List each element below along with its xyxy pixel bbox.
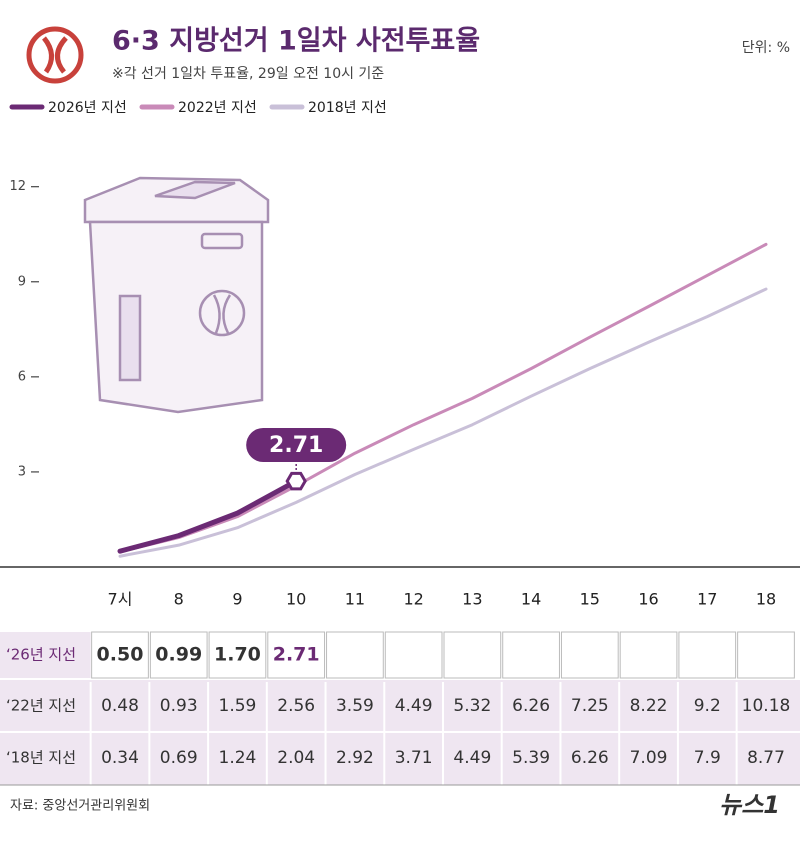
legend-label: 2018년 지선: [308, 100, 387, 116]
table-cell: [502, 631, 560, 679]
stamp-logo: [26, 26, 84, 84]
table-value: 3.59: [336, 696, 374, 716]
ballot-box: [83, 176, 270, 414]
logo: 뉴스1: [719, 791, 780, 819]
table-cell: [208, 631, 267, 679]
chart-title: 6·3 지방선거 1일차 사전투표율: [112, 26, 480, 57]
x-tick-label: 14: [521, 590, 541, 609]
x-tick-label: 16: [638, 590, 658, 609]
x-tick-label: 12: [403, 590, 423, 609]
table-cell: [443, 631, 502, 679]
table-value: 7.9: [694, 748, 721, 768]
table-value: 7.09: [630, 748, 668, 768]
table-value: 2.71: [273, 644, 320, 666]
table-value: 2.56: [277, 696, 315, 716]
table-value: 10.18: [742, 696, 791, 716]
table-value: 0.69: [160, 748, 198, 768]
table-value: 3.71: [395, 748, 433, 768]
row-label: ‘26년 지선: [6, 646, 76, 664]
table-value: 0.34: [101, 748, 139, 768]
row-label: ‘18년 지선: [6, 749, 76, 767]
table-value: 1.24: [219, 748, 257, 768]
y-tick-label: 3: [18, 464, 26, 479]
table-value: 4.49: [453, 748, 491, 768]
x-tick-label: 11: [345, 590, 365, 609]
table-cell: [678, 631, 737, 679]
series-line: [117, 478, 299, 554]
table-cell: [619, 631, 678, 679]
table-value: 6.26: [512, 696, 550, 716]
table-value: 0.93: [160, 696, 198, 716]
table-cell: [267, 631, 326, 679]
table-value: 8.22: [630, 696, 668, 716]
table-label-bg: [0, 632, 91, 678]
table-cell: [91, 631, 149, 679]
table-cell: [149, 631, 208, 679]
x-tick-label: 18: [756, 590, 776, 609]
table-value: 5.39: [512, 748, 550, 768]
table-value: 4.49: [395, 696, 433, 716]
table-value: 5.32: [453, 696, 491, 716]
source: 자료: 중앙선거관리위원회: [10, 799, 150, 814]
unit: 단위: %: [742, 40, 790, 56]
table-value: 1.70: [214, 644, 261, 666]
series-line: [118, 242, 768, 554]
point-marker: [285, 471, 307, 491]
x-tick-label: 7시: [108, 590, 133, 609]
y-tick-label: 9: [18, 274, 26, 289]
table-value: 9.2: [694, 696, 721, 716]
table-value: 7.25: [571, 696, 609, 716]
x-tick-label: 9: [232, 590, 242, 609]
table-cell: [560, 631, 619, 679]
table-value: 6.26: [571, 748, 609, 768]
table-cell: [737, 631, 795, 679]
x-tick-label: 13: [462, 590, 482, 609]
table-value: 1.59: [219, 696, 257, 716]
table-value: 0.50: [97, 644, 144, 666]
y-tick-label: 12: [9, 179, 26, 194]
row-label: ‘22년 지선: [6, 697, 76, 715]
callout-label: 2.71: [269, 433, 323, 458]
legend-label: 2022년 지선: [178, 100, 257, 116]
callout-box: [246, 428, 347, 462]
y-tick-label: 6: [18, 369, 26, 384]
table-value: 2.04: [277, 748, 315, 768]
table-cell: [326, 631, 384, 679]
x-tick-label: 15: [580, 590, 600, 609]
table-value: 2.92: [336, 748, 374, 768]
table-cell: [384, 631, 443, 679]
x-tick-label: 17: [697, 590, 717, 609]
series-line: [118, 287, 768, 558]
x-tick-label: 8: [174, 590, 184, 609]
table-value: 0.48: [101, 696, 139, 716]
table-value: 8.77: [747, 748, 785, 768]
x-tick-label: 10: [286, 590, 306, 609]
table-value: 0.99: [155, 644, 202, 666]
legend-label: 2026년 지선: [48, 100, 127, 116]
subtitle: ※각 선거 1일차 투표율, 29일 오전 10시 기준: [112, 66, 384, 82]
